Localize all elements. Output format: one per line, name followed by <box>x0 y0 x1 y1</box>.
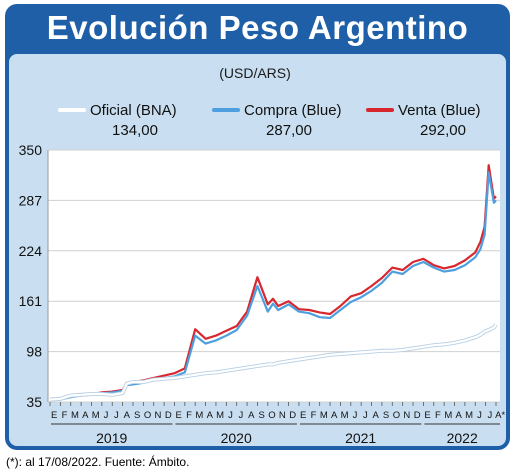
month-label: A* <box>495 410 505 421</box>
month-label: J <box>477 410 482 421</box>
chart-subtitle: (USD/ARS) <box>219 65 291 81</box>
month-label: A <box>331 410 338 421</box>
month-label: J <box>114 410 119 421</box>
grid <box>48 149 500 403</box>
month-label: J <box>363 410 368 421</box>
month-label: N <box>154 410 161 421</box>
month-label: A <box>248 410 255 421</box>
y-tick-label: 161 <box>19 293 43 309</box>
month-label: M <box>465 410 473 421</box>
year-label: 2020 <box>221 430 252 446</box>
month-label: M <box>71 410 79 421</box>
month-label: J <box>487 410 492 421</box>
month-label: S <box>383 410 389 421</box>
month-label: J <box>239 410 244 421</box>
month-label: S <box>258 410 264 421</box>
y-tick-label: 98 <box>26 344 42 360</box>
year-label: 2019 <box>96 430 127 446</box>
month-label: J <box>353 410 358 421</box>
y-tick-label: 350 <box>19 142 43 158</box>
month-label: A <box>124 410 131 421</box>
y-axis: 35 98 161 224 287 350 <box>19 142 49 410</box>
month-label: F <box>186 410 192 421</box>
month-label: M <box>341 410 349 421</box>
legend-value-compra: 287,00 <box>266 122 312 139</box>
month-label: S <box>134 410 140 421</box>
month-label: A <box>82 410 89 421</box>
month-label: A <box>373 410 380 421</box>
month-label: O <box>393 410 400 421</box>
legend-label-venta: Venta (Blue) <box>398 102 481 119</box>
series-line-oficial <box>49 323 497 401</box>
month-label: E <box>51 410 57 421</box>
month-label: N <box>279 410 286 421</box>
month-label: O <box>144 410 151 421</box>
month-label: M <box>444 410 452 421</box>
legend: Oficial (BNA) 134,00 Compra (Blue) 287,00 Ve… <box>58 102 481 139</box>
month-label: D <box>414 410 421 421</box>
month-label: F <box>435 410 441 421</box>
month-label: J <box>104 410 109 421</box>
series-lines <box>49 164 498 402</box>
month-label: J <box>228 410 233 421</box>
plot-area <box>48 150 500 402</box>
month-label: M <box>195 410 203 421</box>
month-label: O <box>268 410 275 421</box>
month-label: E <box>424 410 430 421</box>
month-label: D <box>165 410 172 421</box>
y-tick-label: 35 <box>26 394 42 410</box>
legend-label-compra: Compra (Blue) <box>244 102 342 119</box>
y-tick-label: 224 <box>19 243 43 259</box>
year-label: 2022 <box>447 430 478 446</box>
month-label: N <box>403 410 410 421</box>
month-label: D <box>289 410 296 421</box>
legend-value-venta: 292,00 <box>420 122 466 139</box>
year-label: 2021 <box>345 430 376 446</box>
footnote: (*): al 17/08/2022. Fuente: Ámbito. <box>6 455 190 469</box>
chart-title: Evolución Peso Argentino <box>46 9 469 46</box>
month-label: A <box>207 410 214 421</box>
legend-label-oficial: Oficial (BNA) <box>90 102 177 119</box>
month-label: M <box>216 410 224 421</box>
month-label: E <box>300 410 306 421</box>
legend-value-oficial: 134,00 <box>112 122 158 139</box>
month-label: M <box>92 410 100 421</box>
month-label: M <box>320 410 328 421</box>
month-label: F <box>62 410 68 421</box>
month-label: F <box>311 410 317 421</box>
month-label: A <box>456 410 463 421</box>
y-tick-label: 287 <box>19 192 43 208</box>
month-label: E <box>175 410 181 421</box>
